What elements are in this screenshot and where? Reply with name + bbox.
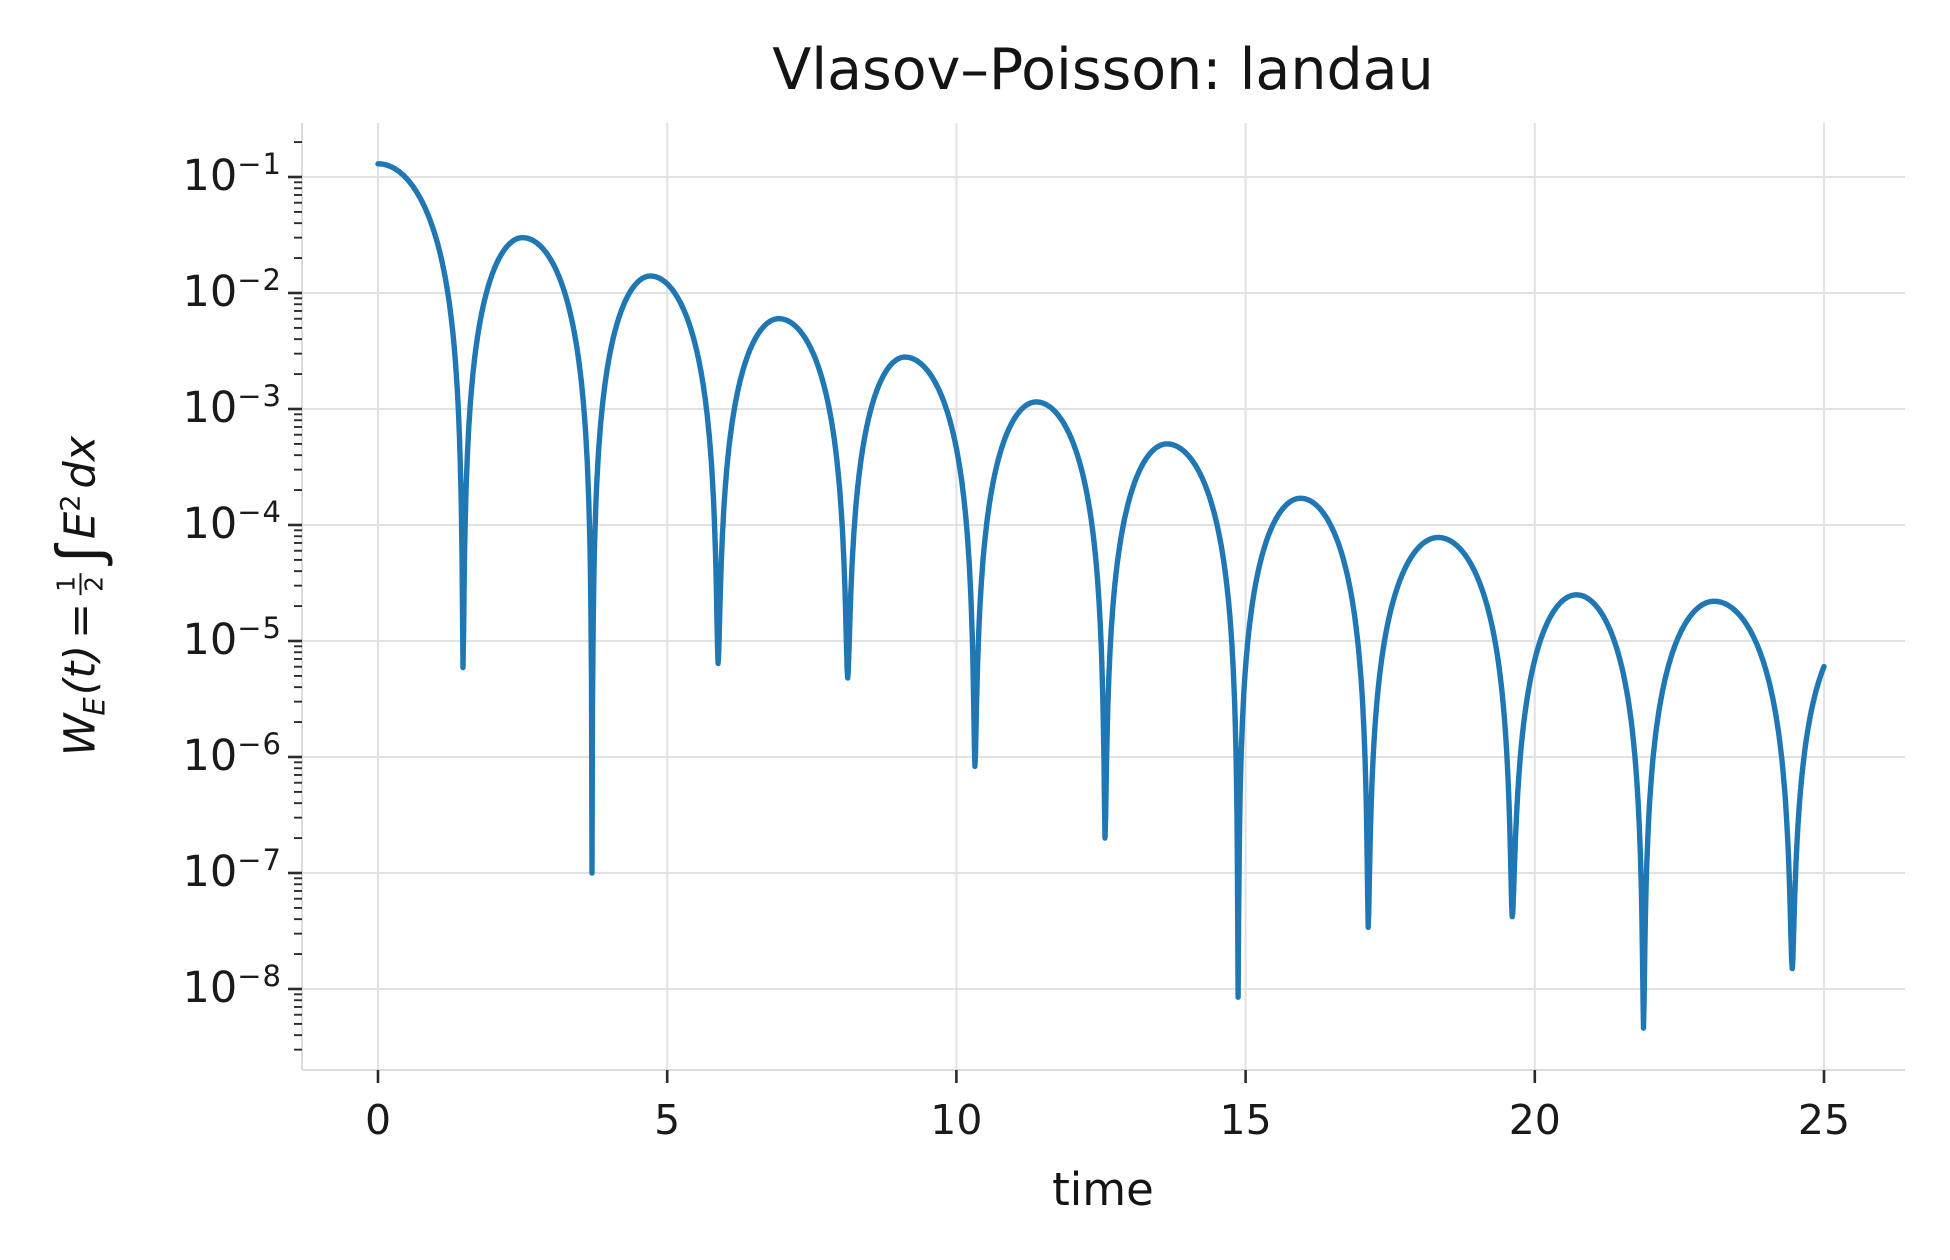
ylabel-E2: E2 (55, 494, 105, 539)
y-tick-label: 10−3 (182, 379, 282, 433)
chart-title: Vlasov–Poisson: landau (772, 37, 1434, 103)
ylabel-dx: dx (55, 435, 105, 489)
y-tick-label: 10−6 (182, 727, 282, 781)
x-tick-label: 0 (364, 1096, 392, 1144)
y-tick-label: 10−2 (182, 263, 282, 317)
x-tick-label: 20 (1508, 1096, 1561, 1144)
y-tick-label: 10−8 (182, 959, 282, 1013)
ylabel-fraction: 1 2 (51, 572, 108, 595)
y-tick-label: 10−5 (182, 611, 282, 665)
grid-lines (302, 123, 1905, 1070)
y-tick-label: 10−4 (182, 495, 282, 549)
x-tick-label: 10 (930, 1096, 983, 1144)
energy-curve (375, 161, 1827, 1031)
ylabel-equals: = (55, 602, 105, 639)
x-tick-label: 15 (1219, 1096, 1272, 1144)
y-tick-label: 10−1 (182, 147, 282, 201)
x-tick-label: 5 (654, 1096, 681, 1144)
axis-spines (301, 123, 1905, 1071)
x-axis-label: time (1052, 1163, 1154, 1216)
y-axis-label: WE(t) = 1 2 ∫ E2 dx (41, 435, 117, 757)
axis-tick-marks (288, 141, 1826, 1083)
integral-symbol: ∫ (41, 545, 115, 563)
ylabel-W: WE(t) (55, 644, 112, 757)
y-tick-label: 10−7 (182, 843, 282, 897)
x-tick-label: 25 (1797, 1096, 1851, 1144)
